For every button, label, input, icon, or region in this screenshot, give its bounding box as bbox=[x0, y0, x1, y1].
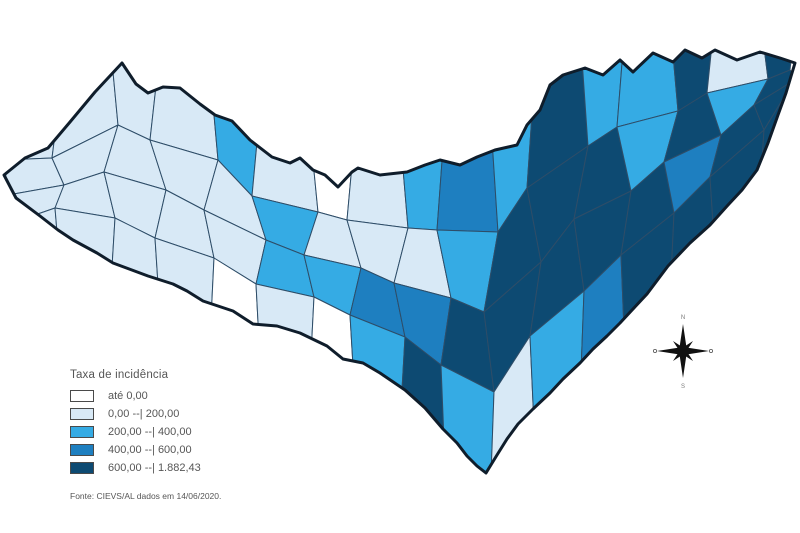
legend-row: 0,00 --| 200,00 bbox=[70, 405, 201, 423]
compass-east-ring bbox=[709, 349, 714, 354]
municipality-cell bbox=[54, 207, 116, 301]
municipality-cell bbox=[346, 131, 409, 229]
legend-swatch-pale-blue bbox=[70, 408, 94, 420]
legend-swatch-dark-blue bbox=[70, 462, 94, 474]
state-border bbox=[2, 48, 797, 475]
legend: Taxa de incidência até 0,00 0,00 --| 200… bbox=[70, 369, 201, 477]
municipality-cell bbox=[4, 94, 61, 161]
source-note: Fonte: CIEVS/AL dados em 14/06/2020. bbox=[70, 491, 222, 501]
legend-swatch-sky-blue bbox=[70, 426, 94, 438]
legend-label: 200,00 --| 400,00 bbox=[108, 426, 192, 438]
compass-west-ring bbox=[653, 349, 658, 354]
legend-label: 600,00 --| 1.882,43 bbox=[108, 462, 201, 474]
compass-north-label: N bbox=[681, 315, 685, 321]
legend-row: 200,00 --| 400,00 bbox=[70, 423, 201, 441]
legend-row: 600,00 --| 1.882,43 bbox=[70, 459, 201, 477]
legend-swatch-white bbox=[70, 390, 94, 402]
municipality-cell bbox=[5, 207, 61, 269]
compass-cardinal-star bbox=[657, 324, 709, 378]
municipality-cell bbox=[616, 50, 679, 128]
municipality-cell bbox=[753, 69, 795, 106]
legend-title: Taxa de incidência bbox=[70, 369, 169, 381]
legend-label: 0,00 --| 200,00 bbox=[108, 408, 180, 420]
legend-row: 400,00 --| 600,00 bbox=[70, 441, 201, 459]
compass-south-label: S bbox=[681, 384, 685, 390]
legend-swatch-medium-blue bbox=[70, 444, 94, 456]
compass-rose-icon: N S bbox=[653, 315, 714, 390]
legend-label: até 0,00 bbox=[108, 390, 148, 402]
legend-label: 400,00 --| 600,00 bbox=[108, 444, 192, 456]
municipality-cell bbox=[436, 107, 499, 233]
legend-row: até 0,00 bbox=[70, 387, 201, 405]
